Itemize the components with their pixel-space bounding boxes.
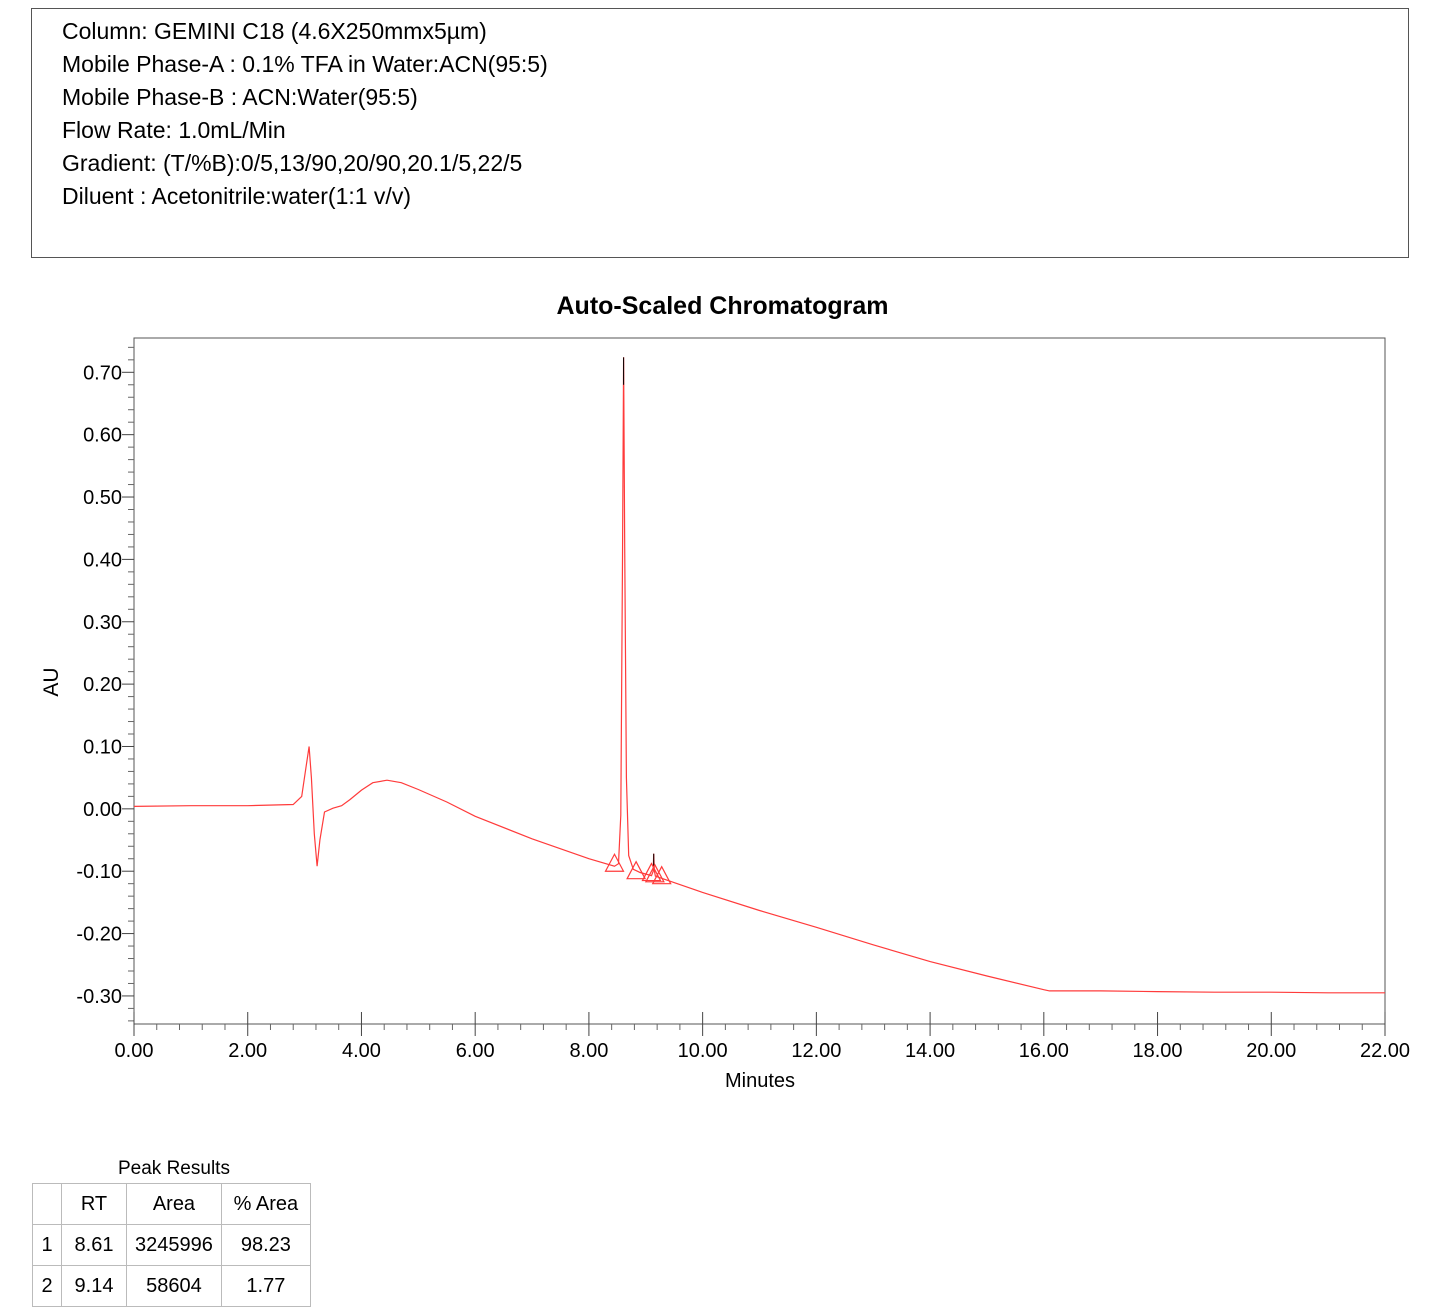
integration-marker (644, 863, 665, 883)
method-diluent: Diluent : Acetonitrile:water(1:1 v/v) (62, 183, 411, 209)
plot-frame (133, 337, 1386, 1025)
method-mobile-phase-a: Mobile Phase-A : 0.1% TFA in Water:ACN(9… (62, 51, 548, 77)
peak-results-caption: Peak Results (118, 1158, 230, 1179)
peak-results-table: RT Area % Area 1 8.61 3245996 98.23 2 9.… (32, 1183, 311, 1307)
peak-apex-lines (623, 357, 655, 869)
y-axis: 0.70 0.60 0.50 0.40 0.30 0.20 0.10 0.00 -0.10 -0.… (76, 346, 134, 1022)
x-axis-label: Minutes (725, 1070, 795, 1092)
x-tick-label: 16.00 (1019, 1040, 1069, 1062)
x-tick-label: 18.00 (1133, 1040, 1183, 1062)
integration-markers (604, 852, 672, 885)
x-tick-label: 8.00 (569, 1040, 608, 1062)
x-tick-label: 20.00 (1246, 1040, 1296, 1062)
header-area: Area (126, 1183, 222, 1225)
row-pct-area: 98.23 (220, 1224, 311, 1266)
x-axis: 0.00 2.00 4.00 6.00 8.00 10.00 12.00 14.00 16.00… (115, 1012, 1410, 1062)
x-tick-label: 4.00 (342, 1040, 381, 1062)
header-index (32, 1183, 62, 1225)
method-flow-rate: Flow Rate: 1.0mL/Min (62, 117, 286, 143)
header-rt: RT (61, 1183, 127, 1225)
x-tick-label: 10.00 (678, 1040, 728, 1062)
table-row: 2 9.14 58604 1.77 (32, 1265, 311, 1307)
y-tick-label: 0.20 (83, 674, 122, 696)
y-axis-label: AU (40, 667, 63, 696)
table-row: 1 8.61 3245996 98.23 (32, 1224, 311, 1266)
y-tick-label: -0.20 (76, 924, 122, 946)
x-tick-label: 14.00 (905, 1040, 955, 1062)
row-area: 3245996 (126, 1224, 222, 1266)
y-tick-label: 0.00 (83, 799, 122, 821)
row-index: 2 (32, 1265, 62, 1307)
method-column: Column: GEMINI C18 (4.6X250mmx5µm) (62, 18, 487, 44)
row-index: 1 (32, 1224, 62, 1266)
header-pct-area: % Area (220, 1183, 311, 1225)
y-tick-label: -0.10 (76, 861, 122, 883)
integration-marker (626, 860, 647, 880)
x-tick-label: 22.00 (1360, 1040, 1410, 1062)
chromatogram-chart: 0.70 0.60 0.50 0.40 0.30 0.20 0.10 0.00 -0.10 -0.… (40, 337, 1410, 1092)
row-rt: 8.61 (61, 1224, 127, 1266)
y-tick-label: 0.50 (83, 487, 122, 509)
y-tick-label: 0.10 (83, 736, 122, 758)
integration-marker (604, 852, 625, 872)
integration-marker (651, 865, 672, 885)
x-tick-label: 6.00 (456, 1040, 495, 1062)
y-tick-label: 0.30 (83, 612, 122, 634)
y-tick-label: 0.40 (83, 549, 122, 571)
chromatogram-trace (133, 357, 1385, 994)
y-tick-label: 0.70 (83, 362, 122, 384)
method-mobile-phase-b: Mobile Phase-B : ACN:Water(95:5) (62, 84, 418, 110)
x-tick-label: 0.00 (115, 1040, 154, 1062)
row-area: 58604 (126, 1265, 222, 1307)
method-info-box: Column: GEMINI C18 (4.6X250mmx5µm) Mobil… (31, 8, 1409, 258)
row-pct-area: 1.77 (220, 1265, 311, 1307)
table-header-row: RT Area % Area (32, 1183, 311, 1225)
y-tick-label: -0.30 (76, 986, 122, 1008)
method-gradient: Gradient: (T/%B):0/5,13/90,20/90,20.1/5,… (62, 150, 523, 176)
x-tick-label: 12.00 (791, 1040, 841, 1062)
integration-marker (641, 862, 662, 882)
x-tick-label: 2.00 (228, 1040, 267, 1062)
row-rt: 9.14 (61, 1265, 127, 1307)
y-tick-label: 0.60 (83, 425, 122, 447)
chart-title: Auto-Scaled Chromatogram (556, 292, 889, 320)
